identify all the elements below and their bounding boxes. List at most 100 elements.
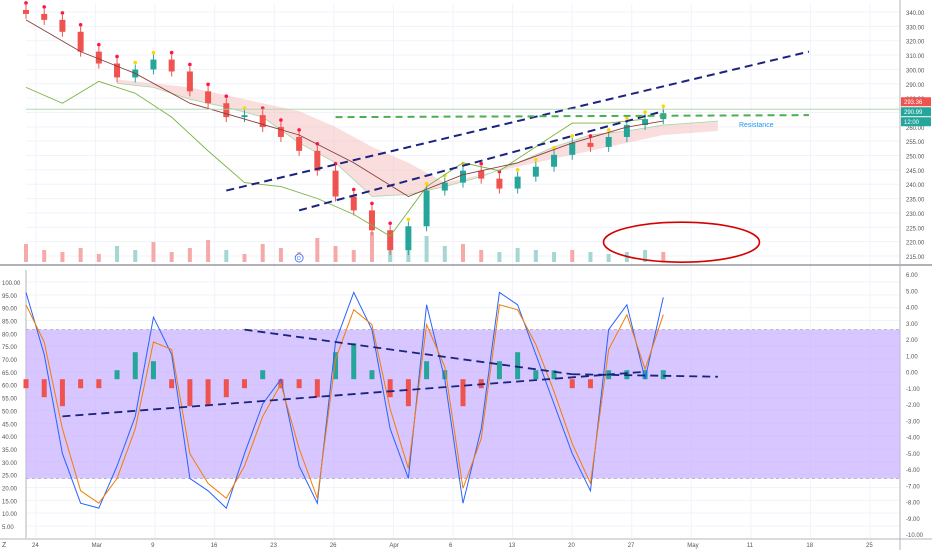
signal-dot xyxy=(388,221,392,226)
candle-body xyxy=(368,210,375,231)
price-label-text: 12:00 xyxy=(904,120,920,126)
osc-left-tick-label: 95.00 xyxy=(2,294,18,300)
oscillator-line2 xyxy=(25,304,664,504)
signal-dot xyxy=(78,22,83,27)
resistance-label: Resistance xyxy=(739,122,774,129)
price-label-box xyxy=(901,97,931,107)
candle-body xyxy=(241,115,248,118)
volume-bar xyxy=(333,246,338,262)
toolbar-z-label[interactable]: Z xyxy=(2,542,7,549)
volume-bar xyxy=(115,246,120,262)
candle-body xyxy=(277,127,284,137)
volume-bar xyxy=(60,252,65,262)
candle-body xyxy=(314,150,321,171)
osc-right-tick-label: 5.00 xyxy=(906,289,918,295)
osc-left-tick-label: 100.00 xyxy=(2,281,21,287)
price-tick-label: 225.00 xyxy=(906,226,925,232)
osc-left-tick-label: 40.00 xyxy=(2,435,18,441)
resistance-line xyxy=(335,114,809,119)
price-tick-label: 250.00 xyxy=(906,155,925,161)
candle-body xyxy=(59,19,66,32)
x-tick-label: Mar xyxy=(92,543,102,549)
signal-dot xyxy=(97,42,101,47)
osc-left-tick-label: 90.00 xyxy=(2,307,18,313)
volume-bar xyxy=(151,242,156,262)
volume-bar xyxy=(643,250,648,262)
osc-left-tick-label: 30.00 xyxy=(2,461,18,467)
histogram-bar xyxy=(551,370,557,380)
osc-right-tick-label: -1.00 xyxy=(906,387,920,393)
osc-left-tick-label: 5.00 xyxy=(2,525,14,531)
histogram-bar xyxy=(296,379,302,389)
candle-body xyxy=(478,170,485,179)
signal-dot xyxy=(570,134,575,138)
volume-bar xyxy=(606,254,611,262)
osc-right-tick-label: -2.00 xyxy=(906,403,920,409)
osc-right-tick-label: -10.00 xyxy=(906,533,924,539)
x-tick-label: 25 xyxy=(866,543,873,549)
signal-dot xyxy=(643,110,647,114)
osc-left-tick-label: 20.00 xyxy=(2,486,18,492)
volume-bar xyxy=(570,250,575,262)
x-tick-label: 9 xyxy=(151,543,155,549)
ichimoku-base-line xyxy=(25,19,664,198)
osc-right-tick-label: -4.00 xyxy=(906,436,920,442)
osc-left-tick-label: 80.00 xyxy=(2,332,18,338)
price-tick-label: 260.00 xyxy=(906,126,925,132)
volume-bar xyxy=(461,244,465,262)
histogram-bar xyxy=(533,370,539,380)
candle-body xyxy=(296,136,303,151)
d-marker-label: D xyxy=(297,256,301,262)
highlight-ellipse xyxy=(602,221,761,263)
ichimoku-cloud xyxy=(117,79,718,197)
candle-body xyxy=(205,91,212,104)
osc-left-tick-label: 60.00 xyxy=(2,384,18,390)
x-tick-label: 24 xyxy=(32,543,39,549)
histogram-bar xyxy=(515,352,521,380)
candle-body xyxy=(423,190,430,227)
signal-dot xyxy=(424,181,429,186)
price-tick-label: 215.00 xyxy=(906,255,925,261)
volume-bar xyxy=(479,250,484,262)
signal-dot xyxy=(588,134,593,138)
signal-dot xyxy=(133,60,138,65)
x-tick-label: 20 xyxy=(568,543,575,549)
osc-right-tick-label: 6.00 xyxy=(906,273,918,279)
volume-bar xyxy=(42,250,47,262)
osc-left-tick-label: 70.00 xyxy=(2,358,18,364)
histogram-bar xyxy=(569,379,575,389)
candle-body xyxy=(441,182,448,191)
osc-trendline-blue_lower xyxy=(62,370,646,418)
x-tick-label: 27 xyxy=(628,543,635,549)
osc-left-tick-label: 35.00 xyxy=(2,448,18,454)
signal-dot xyxy=(515,167,520,172)
osc-right-tick-label: -6.00 xyxy=(906,468,920,474)
histogram-bar xyxy=(660,370,666,380)
histogram-bar xyxy=(223,379,229,398)
histogram-bar xyxy=(169,379,175,389)
signal-dot xyxy=(188,62,192,67)
candle-body xyxy=(587,142,594,147)
candle-body xyxy=(168,59,175,72)
candle-body xyxy=(460,170,466,183)
trendline-blue_lower xyxy=(298,110,664,212)
ichimoku-lagging-line xyxy=(25,80,646,237)
candle-body xyxy=(332,170,339,197)
osc-right-tick-label: 3.00 xyxy=(906,322,918,328)
oscillator-line1 xyxy=(25,291,664,510)
volume-bar xyxy=(169,252,174,262)
candle-body xyxy=(150,59,157,70)
signal-dot xyxy=(279,118,283,122)
osc-left-tick-label: 25.00 xyxy=(2,474,18,480)
signal-dot xyxy=(442,173,447,178)
price-tick-label: 220.00 xyxy=(906,241,925,247)
candle-body xyxy=(41,13,48,20)
x-tick-label: May xyxy=(687,543,698,549)
signal-dot xyxy=(42,5,47,9)
osc-trendline-blue_upper xyxy=(244,328,573,376)
candle-body xyxy=(623,125,630,137)
histogram-bar xyxy=(387,379,393,398)
volume-bar xyxy=(497,252,502,262)
signal-dot xyxy=(206,82,210,87)
